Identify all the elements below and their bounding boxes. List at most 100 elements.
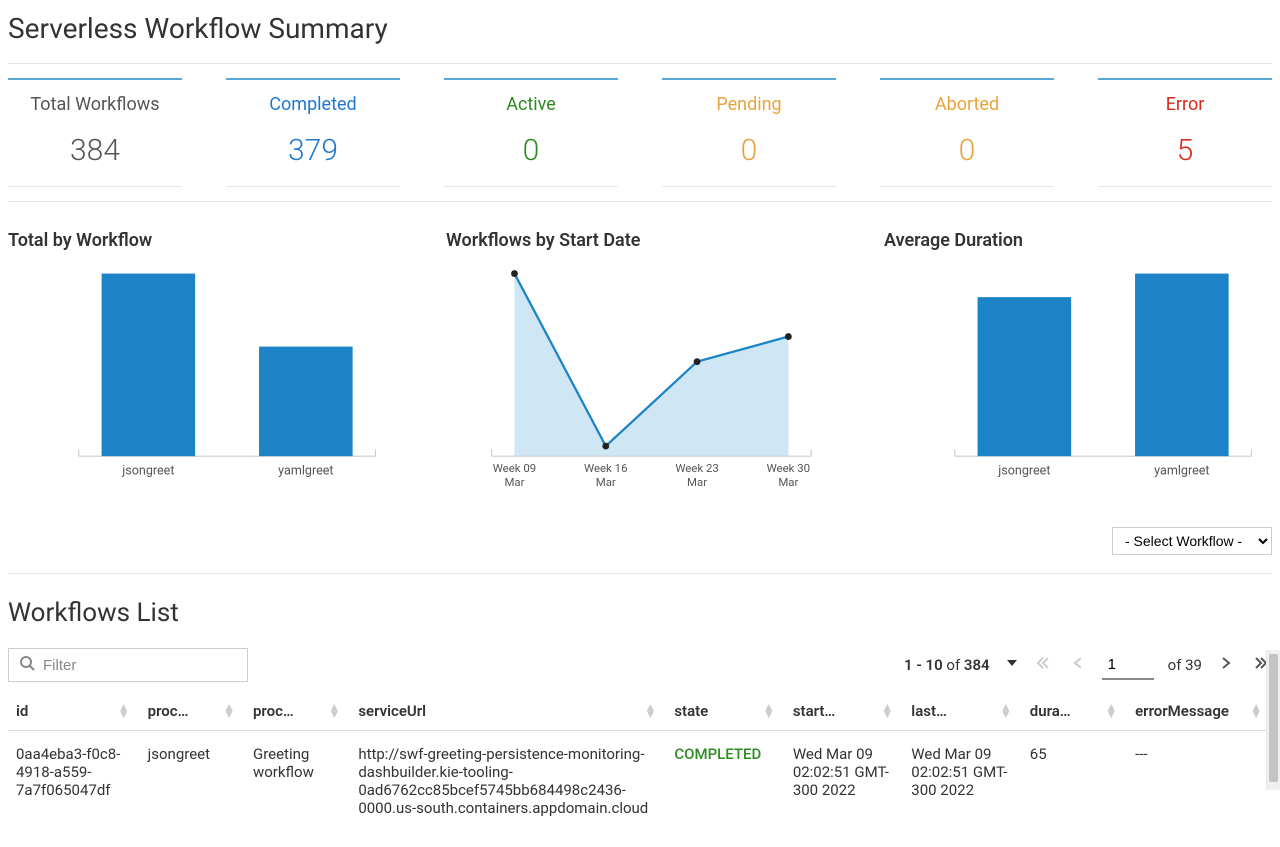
sort-icon[interactable]: ▲▼	[1000, 704, 1012, 718]
sort-icon[interactable]: ▲▼	[1105, 704, 1117, 718]
cell-errorMessage: ---	[1127, 731, 1272, 832]
column-label: proc…	[148, 702, 189, 720]
column-header-state[interactable]: state▲▼	[666, 692, 784, 731]
cell-processName: Greeting workflow	[245, 731, 350, 832]
pagination-range: 1 - 10 of 384	[904, 656, 990, 674]
chart-title: Workflows by Start Date	[446, 230, 834, 251]
metric-label: Error	[1098, 94, 1272, 115]
select-row: - Select Workflow -	[8, 511, 1272, 573]
chart-title: Total by Workflow	[8, 230, 396, 251]
list-toolbar: 1 - 10 of 384 of 39	[8, 648, 1272, 682]
column-header-serviceUrl[interactable]: serviceUrl ▲▼	[350, 692, 666, 731]
column-header-errorMessage[interactable]: errorMessage▲▼	[1127, 692, 1272, 731]
page-count-label: of 39	[1168, 656, 1202, 674]
first-page-button[interactable]	[1032, 654, 1054, 676]
metric-value: 384	[8, 133, 182, 168]
metric-card-error: Error5	[1098, 78, 1272, 187]
column-label: start…	[793, 702, 835, 720]
data-point	[602, 443, 609, 450]
table-header-row: id▲▼proc…▲▼proc…▲▼serviceUrl▲▼state▲▼sta…	[8, 692, 1272, 731]
workflow-select[interactable]: - Select Workflow -	[1112, 527, 1272, 555]
column-label: serviceUrl	[358, 702, 426, 720]
table-body: 0aa4eba3-f0c8-4918-a559-7a7f065047dfjson…	[8, 731, 1272, 832]
pagination-range-total: 384	[964, 656, 990, 674]
sort-icon[interactable]: ▲▼	[881, 704, 893, 718]
sort-icon[interactable]: ▲▼	[223, 704, 235, 718]
sort-icon[interactable]: ▲▼	[644, 704, 656, 718]
pagination-range-prefix: 1 - 10	[904, 656, 943, 674]
sort-icon[interactable]: ▲▼	[328, 704, 340, 718]
column-label: id	[16, 702, 28, 720]
x-label: Week 23	[675, 461, 718, 475]
chart-total-by-workflow: Total by Workflow jsongreet yamlgreet	[8, 230, 396, 501]
cell-processId: jsongreet	[140, 731, 245, 832]
x-label: Week 09	[493, 461, 536, 475]
scrollbar-vertical[interactable]	[1266, 650, 1280, 790]
bar-label: jsongreet	[121, 463, 174, 478]
column-label: proc…	[253, 702, 294, 720]
sort-icon[interactable]: ▲▼	[118, 704, 130, 718]
metric-card-total: Total Workflows 384	[8, 78, 182, 187]
scrollbar-thumb[interactable]	[1269, 654, 1278, 782]
bar-label: yamlgreet	[1154, 463, 1209, 478]
charts-row: Total by Workflow jsongreet yamlgreet Wor…	[8, 202, 1272, 511]
area-chart-svg: Week 09MarWeek 16MarWeek 23MarWeek 30Mar	[446, 269, 834, 497]
cell-serviceUrl: http://swf-greeting-persistence-monitori…	[350, 731, 666, 832]
metric-value: 0	[880, 133, 1054, 168]
bar	[1135, 274, 1229, 457]
cell-lastUpdate: Wed Mar 09 02:02:51 GMT-300 2022	[903, 731, 1021, 832]
metric-label: Active	[444, 94, 618, 115]
metric-card-active: Active 0	[444, 78, 618, 187]
next-page-button[interactable]	[1216, 654, 1236, 676]
filter-input-wrap[interactable]	[8, 648, 248, 682]
bar-chart-svg: jsongreet yamlgreet	[884, 269, 1272, 497]
x-label: Mar	[504, 475, 524, 489]
filter-input[interactable]	[43, 657, 237, 674]
prev-page-button[interactable]	[1068, 654, 1088, 676]
metric-value: 0	[444, 133, 618, 168]
cell-id: 0aa4eba3-f0c8-4918-a559-7a7f065047df	[8, 731, 140, 832]
sort-icon[interactable]: ▲▼	[763, 704, 775, 718]
column-header-id[interactable]: id ▲▼	[8, 692, 140, 731]
column-label: last…	[911, 702, 947, 720]
search-icon	[19, 655, 35, 675]
column-header-startDate[interactable]: start… ▲▼	[785, 692, 903, 731]
column-label: dura…	[1030, 702, 1071, 720]
x-label: Mar	[687, 475, 707, 489]
x-label: Mar	[596, 475, 616, 489]
metric-label: Completed	[226, 94, 400, 115]
metric-value: 0	[662, 133, 836, 168]
x-label: Mar	[778, 475, 798, 489]
caret-down-icon[interactable]	[1006, 657, 1018, 673]
cell-state: COMPLETED	[666, 731, 784, 832]
chart-average-duration: Average Duration jsongreet yamlgreet	[884, 230, 1272, 501]
metric-card-completed: Completed379	[226, 78, 400, 187]
list-title: Workflows List	[8, 598, 1272, 628]
bar-chart-svg: jsongreet yamlgreet	[8, 269, 396, 497]
bar-label: jsongreet	[997, 463, 1050, 478]
column-header-lastUpdate[interactable]: last… ▲▼	[903, 692, 1021, 731]
cell-duration: 65	[1022, 731, 1127, 832]
table-row[interactable]: 0aa4eba3-f0c8-4918-a559-7a7f065047dfjson…	[8, 731, 1272, 832]
state-badge: COMPLETED	[674, 745, 761, 763]
column-header-processId[interactable]: proc… ▲▼	[140, 692, 245, 731]
pagination: 1 - 10 of 384 of 39	[904, 651, 1272, 680]
column-header-processName[interactable]: proc… ▲▼	[245, 692, 350, 731]
bar-label: yamlgreet	[278, 463, 333, 478]
chart-workflows-by-start-date: Workflows by Start Date Week 09MarWeek 1…	[446, 230, 834, 501]
cell-startDate: Wed Mar 09 02:02:51 GMT-300 2022	[785, 731, 903, 832]
workflows-table: id▲▼proc…▲▼proc…▲▼serviceUrl▲▼state▲▼sta…	[8, 692, 1272, 831]
metrics-row: Total Workflows384Completed379Active0Pen…	[8, 64, 1272, 201]
divider	[8, 573, 1272, 574]
metric-label: Total Workflows	[8, 94, 182, 115]
sort-icon[interactable]: ▲▼	[1250, 704, 1262, 718]
metric-card-pending: Pending0	[662, 78, 836, 187]
data-point	[694, 358, 701, 365]
column-header-duration[interactable]: dura… ▲▼	[1022, 692, 1127, 731]
x-label: Week 30	[767, 461, 810, 475]
chart-title: Average Duration	[884, 230, 1272, 251]
page-number-input[interactable]	[1102, 651, 1154, 680]
bar	[259, 347, 353, 457]
area-fill	[514, 274, 788, 457]
page-title: Serverless Workflow Summary	[8, 12, 1272, 45]
